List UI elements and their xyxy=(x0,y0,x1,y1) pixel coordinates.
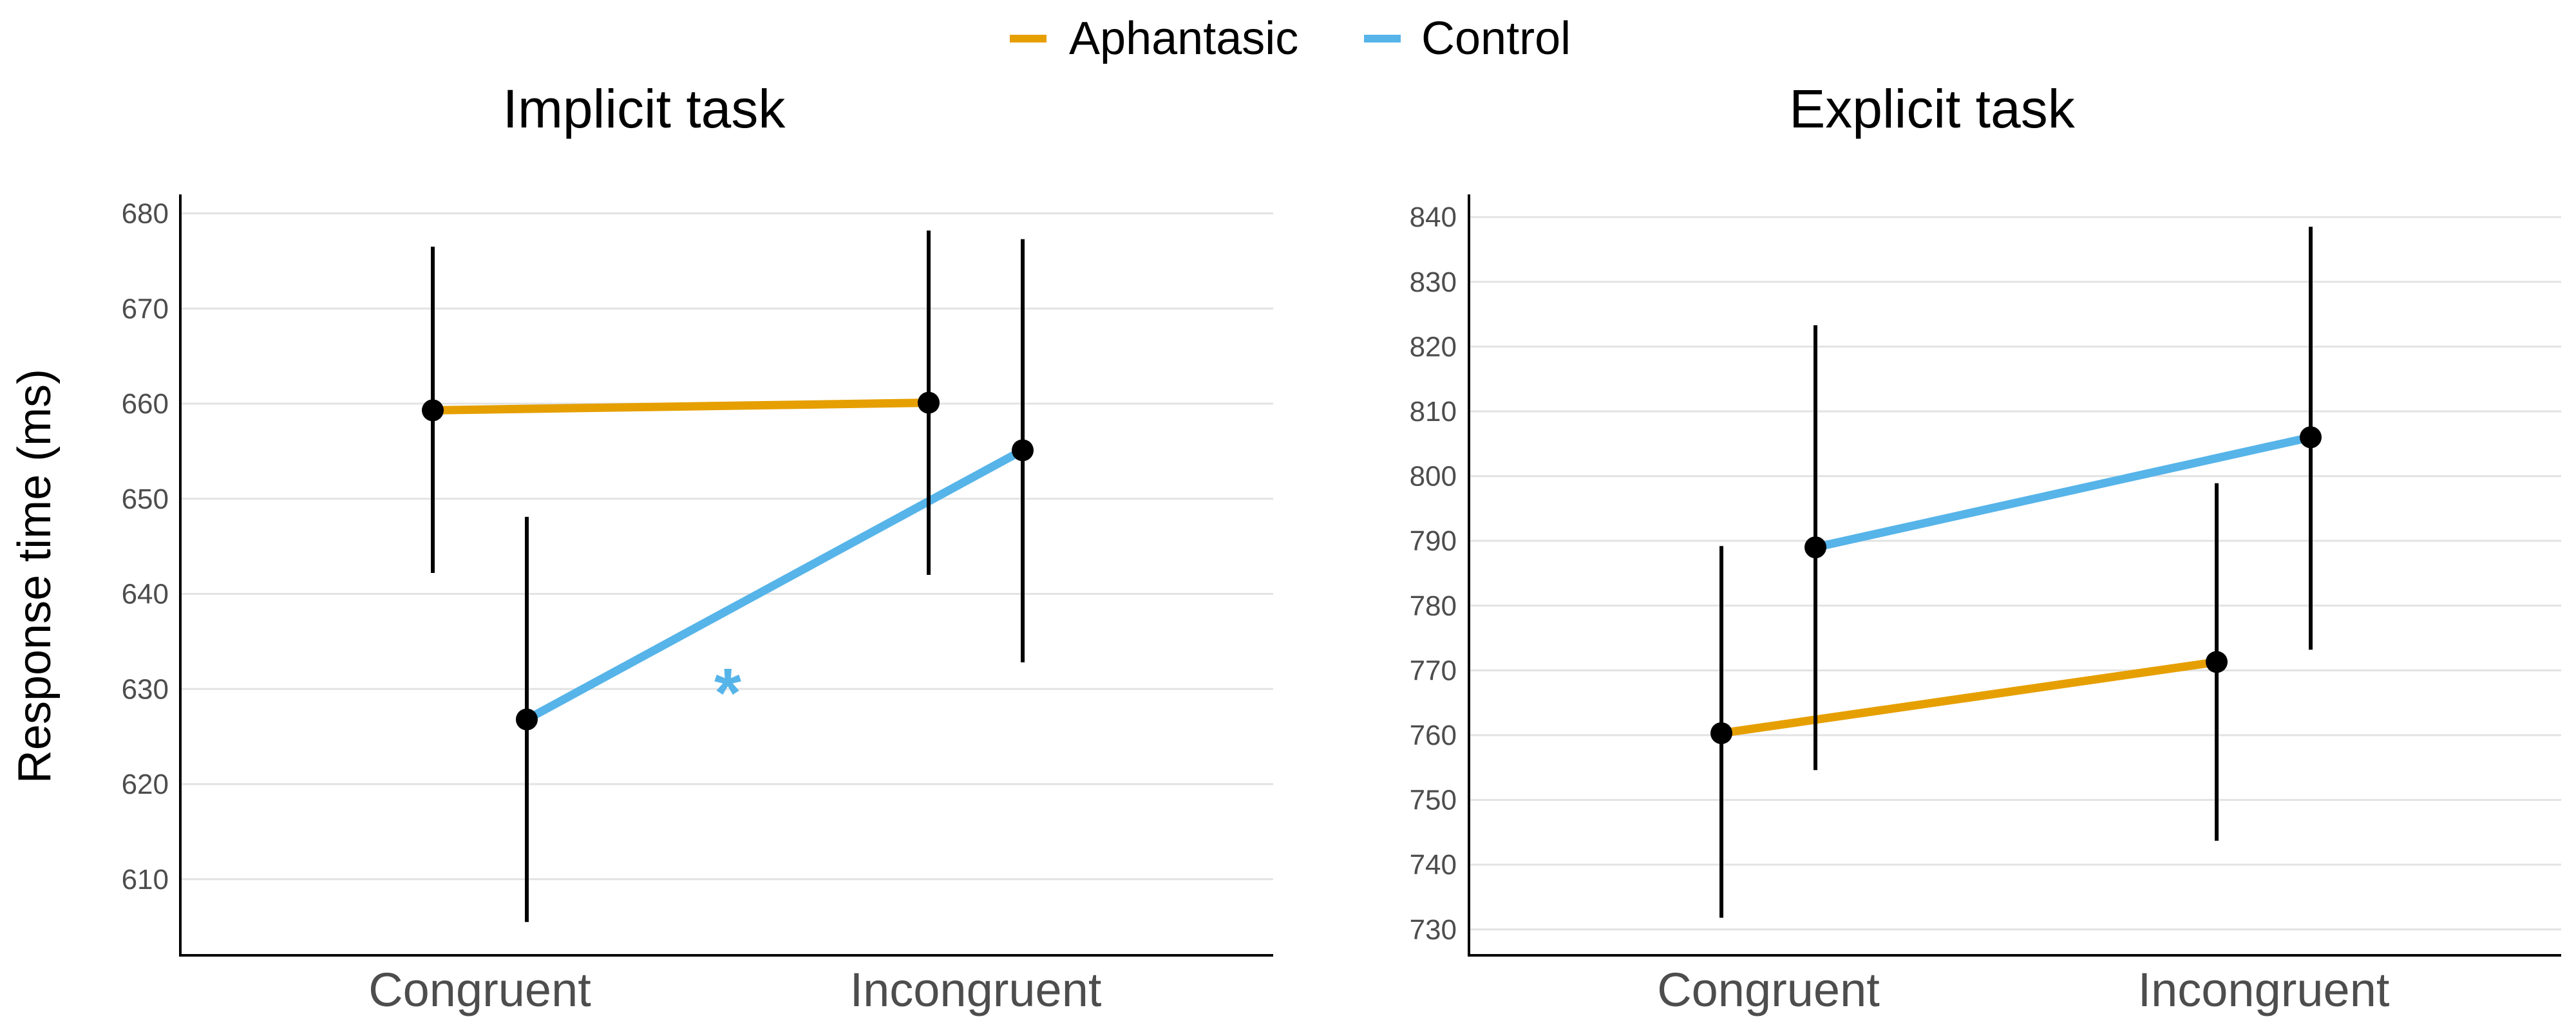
x-ticks-implicit: Congruent Incongruent xyxy=(368,963,1102,1016)
y-tick-label-750: 750 xyxy=(1410,785,1457,816)
x-tick-label-congruent: Congruent xyxy=(1657,963,1880,1016)
series-line-control xyxy=(524,446,1025,724)
panel-title-implicit: Implicit task xyxy=(503,79,786,139)
annotations-implicit: * xyxy=(714,653,741,731)
series-implicit xyxy=(432,398,1025,724)
y-tick-label-620: 620 xyxy=(122,769,169,800)
point-control-congruent xyxy=(516,708,538,731)
series-explicit xyxy=(1721,433,2312,738)
y-tick-label-640: 640 xyxy=(122,579,169,610)
panel-implicit: Implicit task 610 620 630 640 650 660 670 680 C… xyxy=(122,79,1273,1016)
errorbars-explicit xyxy=(1719,227,2313,918)
y-tick-label-840: 840 xyxy=(1410,201,1457,233)
y-tick-label-740: 740 xyxy=(1410,849,1457,881)
point-aphantasic-congruent xyxy=(1710,722,1732,744)
y-tick-label-630: 630 xyxy=(122,673,169,705)
y-axis-label: Response time (ms) xyxy=(9,369,61,783)
significance-asterisk: * xyxy=(714,653,741,731)
errorbars-implicit xyxy=(431,230,1025,922)
x-ticks-explicit: Congruent Incongruent xyxy=(1657,963,2390,1016)
y-tick-label-730: 730 xyxy=(1410,914,1457,946)
legend: Aphantasic Control xyxy=(1010,13,1571,64)
point-control-congruent xyxy=(1804,536,1826,559)
y-tick-label-810: 810 xyxy=(1410,396,1457,427)
point-aphantasic-congruent xyxy=(422,399,444,422)
point-control-incongruent xyxy=(2300,426,2322,449)
y-tick-label-770: 770 xyxy=(1410,655,1457,686)
axes-implicit xyxy=(179,194,1273,957)
axes-explicit xyxy=(1468,194,2561,957)
y-tick-label-790: 790 xyxy=(1410,525,1457,557)
y-tick-label-650: 650 xyxy=(122,483,169,515)
series-line-aphantasic xyxy=(432,398,929,415)
legend-label-control: Control xyxy=(1421,13,1571,64)
grid-explicit xyxy=(1469,216,2561,931)
y-tick-label-670: 670 xyxy=(122,293,169,324)
points-implicit xyxy=(422,391,1034,731)
x-tick-label-congruent: Congruent xyxy=(368,963,591,1016)
points-explicit xyxy=(1710,426,2322,744)
series-line-control xyxy=(1814,433,2312,552)
y-ticks-explicit: 730 740 750 760 770 780 790 800 810 820 830 840 xyxy=(1410,201,1457,946)
y-tick-label-610: 610 xyxy=(122,864,169,895)
panel-explicit: Explicit task 730 740 750 760 770 780 790 800 81… xyxy=(1410,79,2561,1016)
point-aphantasic-incongruent xyxy=(2206,651,2228,673)
y-tick-label-820: 820 xyxy=(1410,331,1457,362)
y-tick-label-660: 660 xyxy=(122,388,169,420)
y-tick-label-680: 680 xyxy=(122,198,169,230)
panel-title-explicit: Explicit task xyxy=(1789,79,2075,139)
x-tick-label-incongruent: Incongruent xyxy=(850,963,1102,1016)
y-tick-label-780: 780 xyxy=(1410,590,1457,622)
point-aphantasic-incongruent xyxy=(918,391,940,414)
series-line-aphantasic xyxy=(1721,657,2217,738)
y-tick-label-830: 830 xyxy=(1410,267,1457,298)
y-ticks-implicit: 610 620 630 640 650 660 670 680 xyxy=(122,198,169,895)
grid-implicit xyxy=(180,212,1273,881)
y-tick-label-760: 760 xyxy=(1410,720,1457,751)
x-tick-label-incongruent: Incongruent xyxy=(2138,963,2390,1016)
y-tick-label-800: 800 xyxy=(1410,461,1457,492)
point-control-incongruent xyxy=(1012,439,1034,462)
legend-label-aphantasic: Aphantasic xyxy=(1069,13,1298,64)
